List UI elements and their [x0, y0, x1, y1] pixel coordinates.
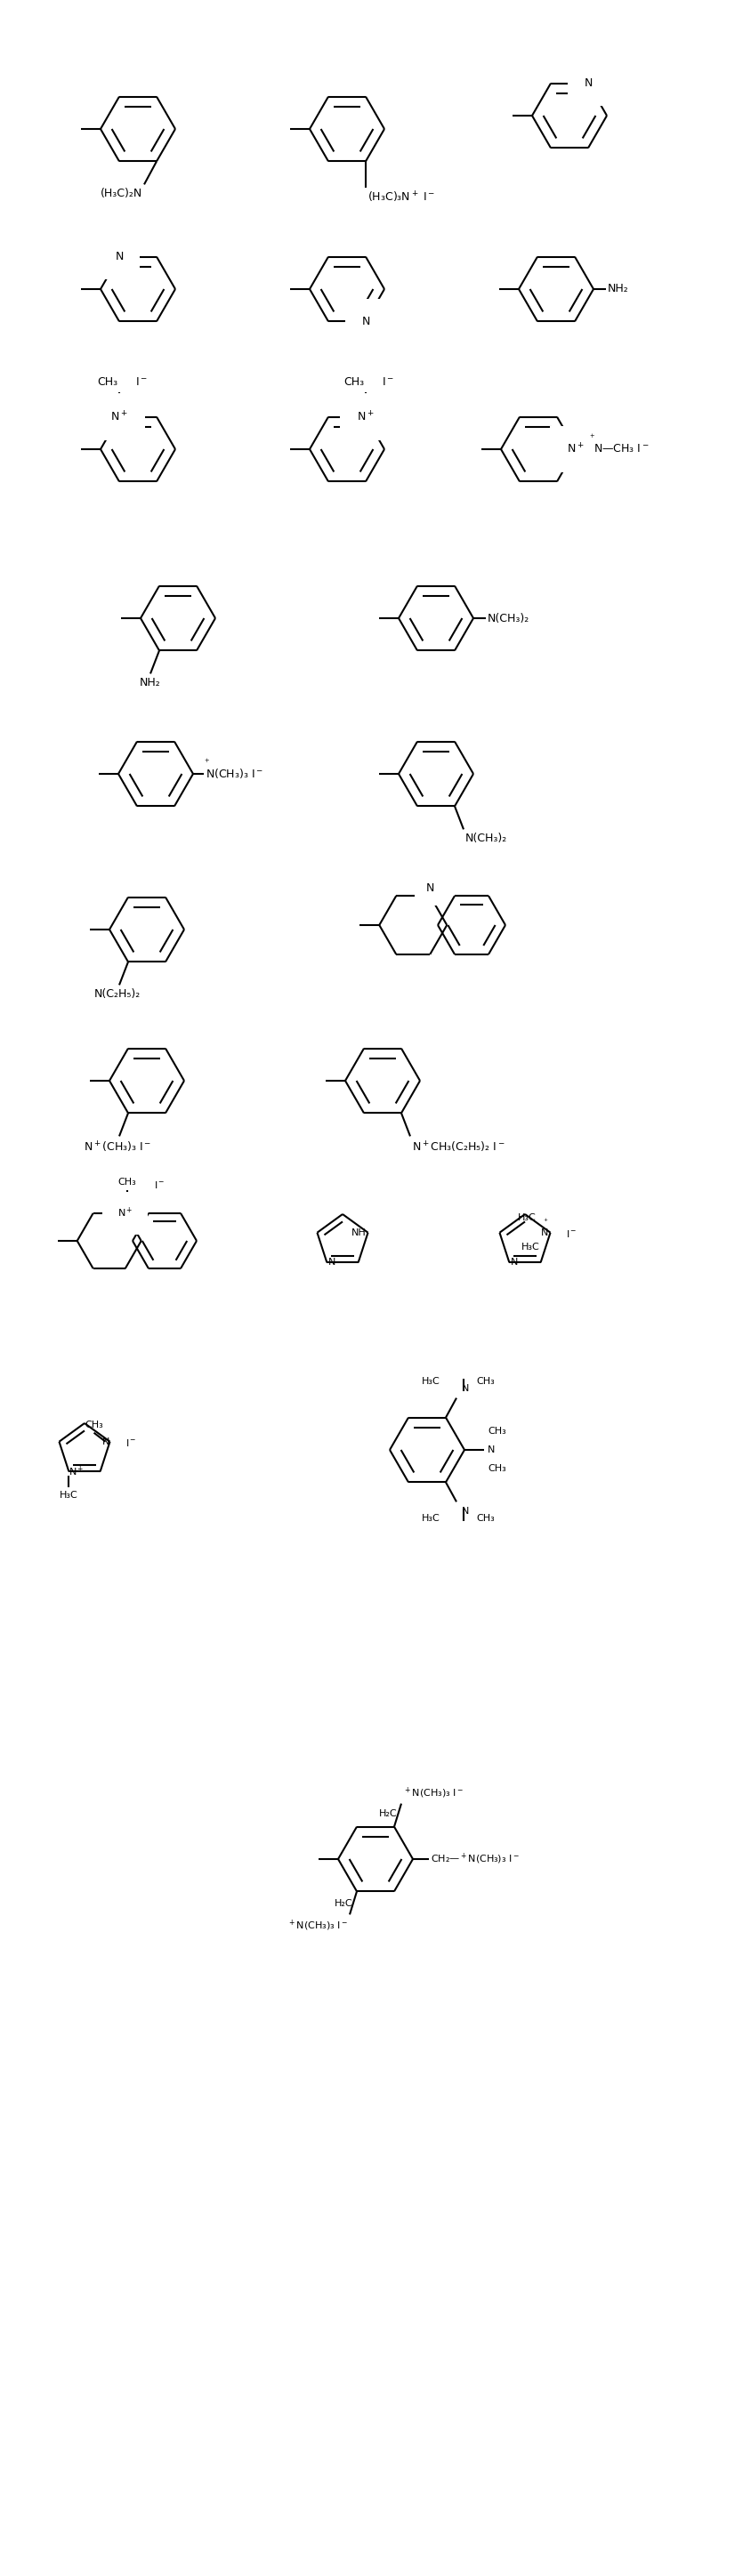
Text: CH₃: CH₃	[343, 376, 363, 386]
Text: $^+$N(CH₃)₃ I$^-$: $^+$N(CH₃)₃ I$^-$	[287, 1919, 348, 1932]
Text: N: N	[487, 1445, 494, 1455]
Text: CH₂—$^+$N(CH₃)₃ I$^-$: CH₂—$^+$N(CH₃)₃ I$^-$	[430, 1852, 519, 1865]
Text: N: N	[584, 77, 592, 90]
Text: NH₂: NH₂	[140, 677, 161, 688]
Text: CH₃: CH₃	[85, 1419, 103, 1430]
Text: NH₂: NH₂	[607, 283, 628, 294]
Text: N(CH₃)₂: N(CH₃)₂	[465, 832, 507, 845]
Text: N: N	[361, 317, 369, 327]
Text: N$^+$CH₃(C₂H₅)₂ I$^-$: N$^+$CH₃(C₂H₅)₂ I$^-$	[412, 1139, 505, 1154]
Text: CH₃: CH₃	[475, 1515, 494, 1522]
Text: H₂C: H₂C	[334, 1899, 353, 1909]
Text: I$^-$: I$^-$	[125, 1437, 137, 1448]
Text: N$^+$(CH₃)₃ I$^-$: N$^+$(CH₃)₃ I$^-$	[83, 1139, 151, 1154]
Text: CH₃: CH₃	[487, 1427, 505, 1435]
Text: CH₃: CH₃	[475, 1376, 494, 1386]
Text: I$^-$: I$^-$	[566, 1229, 576, 1239]
Text: H₃C: H₃C	[59, 1492, 78, 1499]
Text: N(CH₃)₂: N(CH₃)₂	[487, 613, 529, 623]
Text: N: N	[115, 250, 123, 263]
Text: N: N	[461, 1383, 469, 1394]
Text: H₃C: H₃C	[421, 1515, 440, 1522]
Text: N(CH₃)₃ I$^-$: N(CH₃)₃ I$^-$	[205, 768, 263, 781]
Text: N: N	[425, 884, 433, 894]
Text: $^+$: $^+$	[203, 757, 210, 768]
Text: N$^+$: N$^+$	[110, 410, 128, 422]
Text: N: N	[461, 1507, 469, 1517]
Text: (H₃C)₂N: (H₃C)₂N	[100, 188, 142, 198]
Text: N$^+$: N$^+$	[357, 410, 374, 422]
Text: N: N	[102, 1437, 110, 1445]
Text: N: N	[328, 1257, 336, 1267]
Text: $^+$: $^+$	[541, 1218, 548, 1226]
Text: N$^+$: N$^+$	[566, 443, 584, 456]
Text: $^+$N(CH₃)₃ I$^-$: $^+$N(CH₃)₃ I$^-$	[403, 1785, 463, 1801]
Text: N(C₂H₅)₂: N(C₂H₅)₂	[94, 989, 140, 999]
Text: H₃C: H₃C	[421, 1376, 440, 1386]
Text: I$^-$: I$^-$	[153, 1180, 164, 1190]
Text: CH₃: CH₃	[487, 1463, 505, 1473]
Text: H₃C: H₃C	[517, 1213, 535, 1221]
Text: I$^-$: I$^-$	[382, 376, 394, 386]
Text: N$^+$: N$^+$	[117, 1206, 133, 1221]
Text: (H₃C)₃N$^+$ I$^-$: (H₃C)₃N$^+$ I$^-$	[367, 191, 435, 204]
Text: H₂C: H₂C	[379, 1808, 397, 1819]
Text: CH₃: CH₃	[118, 1177, 136, 1188]
Text: H₃C: H₃C	[521, 1242, 539, 1252]
Text: CH₃: CH₃	[97, 376, 117, 386]
Text: N: N	[541, 1229, 548, 1236]
Text: $^+$: $^+$	[587, 433, 595, 443]
Text: NH: NH	[351, 1229, 366, 1236]
Text: I$^-$: I$^-$	[135, 376, 147, 386]
Text: N$^+$: N$^+$	[69, 1466, 84, 1479]
Text: N—CH₃ I$^-$: N—CH₃ I$^-$	[593, 443, 649, 456]
Text: N: N	[511, 1257, 518, 1267]
